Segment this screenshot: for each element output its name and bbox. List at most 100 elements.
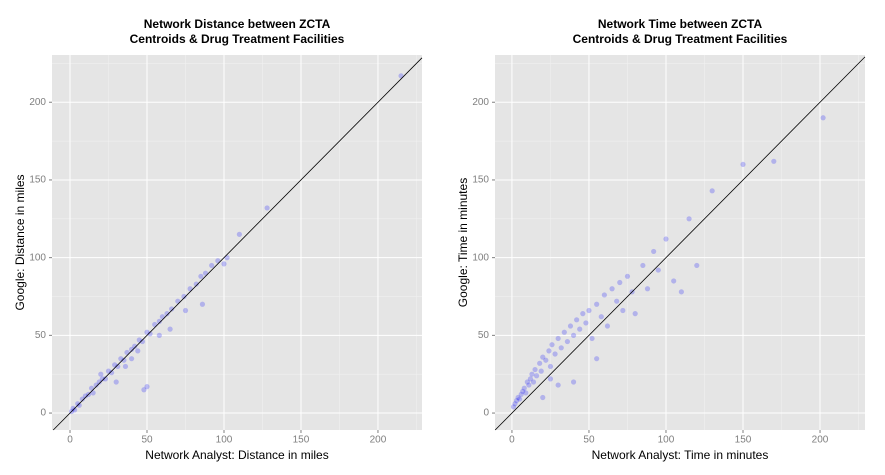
y-tick-label: 150	[29, 175, 46, 186]
point	[512, 401, 518, 407]
point	[524, 379, 530, 385]
y-tick-label: 50	[35, 330, 47, 341]
y-axis-label: Google: Time in minutes	[456, 178, 470, 307]
point	[82, 393, 89, 399]
point	[129, 346, 135, 352]
y-axis-label: Google: Distance in miles	[13, 174, 27, 310]
point	[139, 338, 145, 345]
x-tick-label: 0	[509, 435, 515, 446]
point	[72, 407, 78, 413]
x-tick-label: 200	[812, 435, 829, 446]
point	[614, 298, 620, 304]
point	[532, 366, 538, 373]
point	[147, 331, 153, 337]
point	[589, 335, 595, 342]
point	[604, 323, 611, 329]
x-tick-label: 50	[141, 435, 153, 446]
point	[510, 404, 517, 410]
point	[640, 262, 646, 269]
point	[617, 279, 623, 286]
point	[624, 273, 631, 279]
x-tick-label: 0	[67, 435, 73, 446]
point	[198, 273, 204, 279]
point	[740, 161, 746, 168]
point	[558, 345, 564, 351]
point	[115, 363, 121, 370]
point	[144, 384, 150, 390]
x-tick-label: 50	[583, 435, 595, 446]
point	[564, 338, 570, 345]
point	[526, 382, 532, 388]
point	[583, 320, 589, 326]
y-tick-label: 0	[40, 408, 46, 419]
point	[181, 293, 187, 300]
point	[520, 388, 526, 394]
point	[771, 158, 777, 164]
point	[594, 356, 600, 362]
point	[540, 354, 546, 360]
y-tick-label: 50	[478, 330, 490, 341]
y-tick-label: 0	[483, 408, 489, 419]
point	[530, 379, 537, 385]
point	[644, 286, 651, 292]
point	[156, 332, 162, 338]
point	[182, 307, 189, 314]
point	[169, 306, 175, 312]
point	[546, 348, 552, 354]
point	[135, 348, 141, 354]
point	[537, 360, 543, 366]
point	[517, 396, 523, 402]
point	[577, 326, 583, 332]
point	[543, 357, 549, 363]
point	[99, 376, 105, 382]
chart-title: Centroids & Drug Treatment Facilities	[130, 32, 345, 46]
point	[609, 286, 615, 292]
point	[549, 342, 555, 348]
y-tick-label: 100	[472, 252, 489, 263]
point	[555, 335, 561, 342]
point	[561, 329, 567, 335]
point	[820, 115, 826, 121]
point	[518, 391, 524, 398]
point	[193, 281, 199, 287]
identity-line	[52, 57, 423, 431]
panel: 0 50 100 150 200 0 50 100 150 200 Network Time bet…	[456, 17, 866, 462]
point	[555, 382, 561, 388]
point	[513, 398, 520, 404]
point	[601, 292, 607, 298]
point	[547, 363, 554, 370]
point	[132, 343, 138, 349]
point	[678, 289, 684, 295]
point	[655, 267, 661, 273]
point	[76, 402, 82, 408]
point	[570, 379, 577, 385]
point	[598, 314, 604, 320]
point	[686, 216, 692, 222]
point	[567, 323, 574, 329]
point	[523, 390, 529, 396]
point	[79, 396, 85, 402]
point	[515, 394, 521, 401]
point	[113, 379, 119, 385]
point	[221, 261, 227, 267]
point	[709, 188, 715, 194]
point	[141, 387, 147, 393]
point	[527, 376, 534, 382]
point	[620, 307, 626, 314]
point	[594, 301, 600, 307]
point	[651, 248, 657, 255]
panel: 0 50 100 150 200 0 50 100 150 200 Network Distance…	[13, 17, 423, 462]
point	[164, 310, 170, 317]
point	[98, 371, 104, 377]
point	[167, 326, 173, 332]
point	[533, 373, 540, 379]
x-tick-label: 200	[370, 435, 387, 446]
chart-title: Centroids & Drug Treatment Facilities	[573, 32, 788, 46]
x-tick-label: 100	[658, 435, 675, 446]
point	[538, 368, 544, 374]
point	[586, 307, 592, 314]
point	[93, 382, 99, 388]
point	[129, 356, 135, 362]
identity-line	[494, 56, 866, 431]
